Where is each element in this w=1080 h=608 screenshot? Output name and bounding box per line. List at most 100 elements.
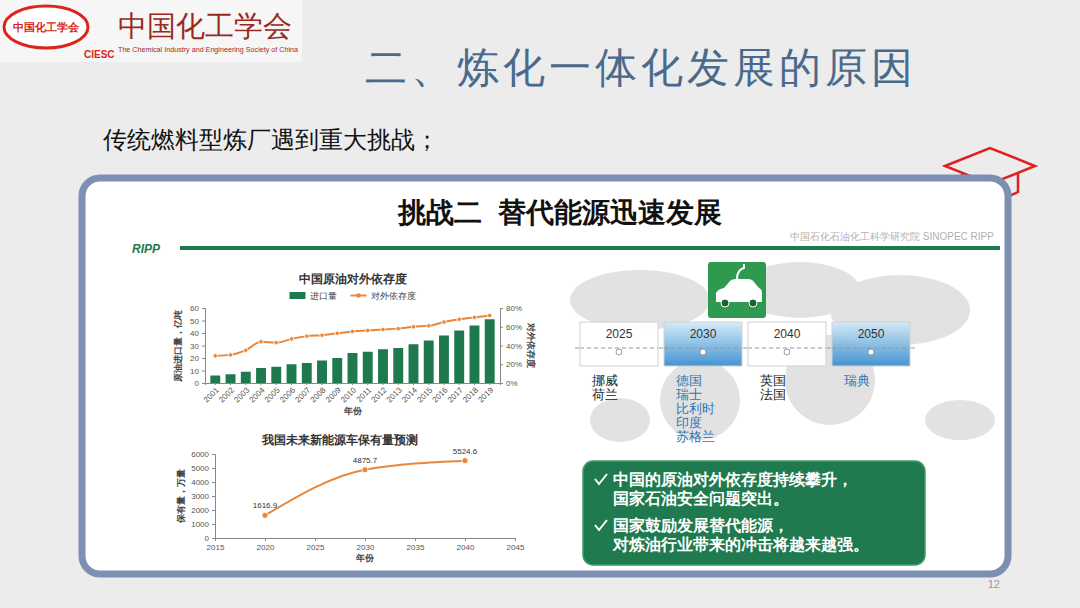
logo-text: 中国化工学会 [13, 21, 80, 33]
panel-frame [82, 178, 1008, 574]
tick-label: 2018 [461, 385, 480, 404]
tick: 10 [190, 367, 205, 376]
tick-label: 50 [190, 317, 199, 326]
tick-label: 2017 [446, 385, 465, 404]
timeline: 2025挪威荷兰2030德国瑞士比利时印度苏格兰2040英国法国2050瑞典 [575, 322, 915, 444]
summary-point: 中国的原油对外依存度持续攀升，国家石油安全问题突出。 [613, 470, 853, 507]
wheel [721, 299, 729, 307]
tick: 2045 [507, 538, 525, 552]
tick: 60% [500, 323, 522, 332]
legend: 进口量 对外依存度 [290, 291, 416, 301]
tick-label: 4000 [191, 478, 209, 487]
logo-abbr: CIESC [84, 49, 115, 60]
summary-line: 对炼油行业带来的冲击将越来越强。 [612, 536, 869, 553]
tick: 2010 [339, 383, 358, 404]
tick: 2019 [476, 383, 495, 404]
y2-axis: 0%20%40%60%80% [500, 304, 522, 388]
bar [424, 341, 434, 384]
tick: 2015 [207, 538, 225, 552]
legend-swatch [290, 292, 306, 299]
tick-mark [465, 538, 466, 541]
tick-mark [291, 383, 292, 385]
series-line [215, 316, 489, 356]
bar [439, 336, 449, 384]
tick-label: 2030 [357, 543, 375, 552]
tick-mark [428, 383, 429, 385]
marker [305, 334, 309, 338]
tick-label: 1000 [191, 520, 209, 529]
axis-line [212, 455, 216, 539]
bar [287, 364, 297, 383]
logo-ring [4, 6, 88, 48]
tick-mark [306, 383, 307, 385]
tick-mark [367, 383, 368, 385]
tick-mark [413, 383, 414, 385]
panel-tag: RIPP [132, 242, 161, 256]
car-body [716, 279, 762, 302]
bar [409, 344, 419, 383]
tick: 2008 [309, 383, 328, 404]
tick-label: 2004 [248, 385, 267, 404]
org-name: 中国化工学会 [118, 10, 292, 42]
tick-mark [202, 333, 205, 334]
marker [350, 329, 354, 333]
logo-ground [0, 0, 302, 62]
tick-label: 2020 [257, 543, 275, 552]
tick-label: 2040 [457, 543, 475, 552]
summary-line: 国家石油安全问题突出。 [613, 489, 789, 507]
bar [256, 368, 266, 383]
legend-label: 进口量 [310, 291, 337, 301]
tick-mark [202, 321, 205, 322]
tick-label: 2015 [207, 543, 225, 552]
bar [470, 326, 480, 384]
tick-label: 40% [506, 342, 522, 351]
tick: 0% [500, 379, 518, 388]
year-label: 2040 [774, 327, 801, 341]
tick-mark [459, 383, 460, 385]
tick-mark [515, 538, 516, 541]
y-axis-title: 保有量，万量 [176, 469, 186, 524]
bar [241, 372, 251, 383]
tick: 2004 [248, 383, 267, 404]
chart-1: 中国原油对外依存度01020304050600%20%40%60%80%2001… [173, 272, 536, 416]
tick-mark [415, 538, 416, 541]
axis-line [206, 384, 501, 386]
slide-title: 二、炼化一体化发展的原因 [365, 44, 917, 91]
check-icon [595, 474, 607, 484]
bar [226, 374, 236, 383]
year-box [748, 322, 826, 366]
slide-subtitle: 传统燃料型炼厂遇到重大挑战； [103, 126, 439, 153]
tick-label: 2045 [507, 543, 525, 552]
tick: 2013 [385, 383, 404, 404]
tick-label: 10 [190, 367, 199, 376]
marker [488, 313, 492, 317]
tick: 50 [190, 317, 205, 326]
box-axis [580, 348, 658, 349]
tick: 2011 [355, 383, 374, 404]
year-label: 2050 [858, 327, 885, 341]
year-dot [868, 349, 874, 355]
tick-label: 0% [506, 379, 518, 388]
tick-label: 2012 [370, 385, 389, 404]
tick-label: 0 [195, 379, 200, 388]
tick: 2002 [217, 383, 236, 404]
tick: 3000 [191, 492, 215, 501]
land [570, 270, 710, 330]
tick-label: 2011 [355, 385, 374, 404]
tick: 20% [500, 360, 522, 369]
tick-mark [474, 383, 475, 385]
marker [259, 340, 263, 344]
plot-marks [210, 313, 494, 383]
tick-label: 2010 [339, 385, 358, 404]
legend-item: 对外依存度 [351, 291, 416, 301]
tick-mark [245, 383, 246, 385]
country: 印度 [676, 415, 702, 430]
tick-mark [337, 383, 338, 385]
land [590, 398, 650, 442]
timeline-axis [575, 348, 915, 349]
background [0, 0, 1080, 608]
panel: 挑战二 替代能源迅速发展RIPP中国石化石油化工科学研究院 SINOPEC RI… [82, 178, 1008, 574]
tick-label: 5000 [191, 464, 209, 473]
tick-mark [265, 538, 266, 541]
summary-box: 中国的原油对外依存度持续攀升，国家石油安全问题突出。国家鼓励发展替代能源，对炼油… [583, 461, 925, 565]
